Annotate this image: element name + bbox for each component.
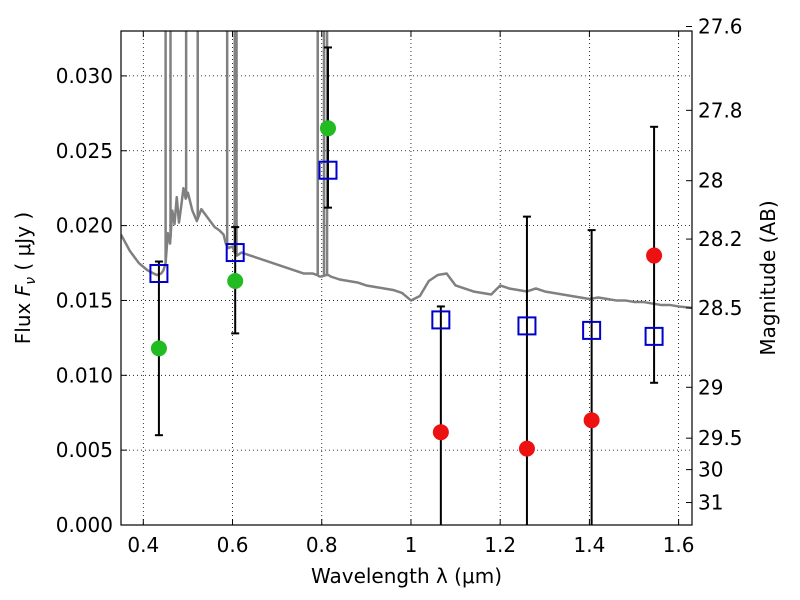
nondetection-point: [646, 247, 663, 264]
y2-tick-label: 28: [698, 169, 723, 193]
model-point-square: [517, 316, 537, 336]
detection-point: [150, 340, 167, 357]
y-tick-label: 0.025: [56, 139, 113, 163]
y-tick-label: 0.005: [56, 438, 113, 462]
model-spectrum: [121, 31, 692, 310]
y2-axis-title: Magnitude (AB): [756, 200, 780, 355]
x-tick-label: 0.4: [127, 533, 159, 557]
y2-tick-label: 27.8: [698, 98, 743, 122]
axis-ticks: [121, 26, 692, 526]
model-point-square: [225, 243, 245, 263]
detection-point: [319, 120, 336, 137]
x-tick-label: 1: [405, 533, 418, 557]
y-axis-title-subscript: ν: [23, 277, 39, 285]
detection-point: [227, 272, 244, 289]
model-point-square: [644, 326, 664, 346]
y2-tick-label: 31: [698, 491, 723, 515]
x-axis-title: Wavelength λ (μm): [311, 564, 502, 588]
y-tick-label: 0.020: [56, 214, 113, 238]
x-tick-label: 0.8: [306, 533, 338, 557]
x-tick-label: 1.6: [663, 533, 695, 557]
x-tick-label: 1.4: [573, 533, 605, 557]
data-points: [149, 120, 664, 457]
y2-tick-label: 28.2: [698, 227, 743, 251]
y-tick-label: 0.030: [56, 64, 113, 88]
y-axis-title-symbol: F: [11, 284, 35, 296]
y2-tick-label: 30: [698, 458, 723, 482]
model-point-square: [431, 310, 451, 330]
grid-lines: [121, 31, 692, 526]
model-point-square: [318, 160, 338, 180]
plot-frame: [120, 30, 693, 526]
tick-labels: 0.4 0.6 0.8 1 1.2 1.4 1.6 0.000 0.005 0.010 0.015 0…: [56, 15, 743, 557]
y-axis-title-suffix: ( μJy ): [11, 212, 35, 277]
model-point-square: [582, 320, 602, 340]
y-axis-title-prefix: Flux: [11, 296, 35, 344]
model-point-square: [149, 264, 169, 284]
nondetection-point: [432, 424, 449, 441]
y-tick-label: 0.010: [56, 363, 113, 387]
y-tick-label: 0.000: [56, 513, 113, 537]
y2-tick-label: 29: [698, 375, 723, 399]
y2-tick-label: 28.5: [698, 296, 743, 320]
x-tick-label: 0.6: [217, 533, 249, 557]
x-tick-label: 1.2: [484, 533, 516, 557]
y-axis-title: Flux Fν ( μJy ): [11, 212, 39, 344]
nondetection-point: [518, 440, 535, 457]
y2-tick-label: 27.6: [698, 15, 743, 39]
y-tick-label: 0.015: [56, 288, 113, 312]
model-spectrum-line: [121, 186, 692, 310]
nondetection-point: [583, 412, 600, 429]
y2-tick-label: 29.5: [698, 426, 743, 450]
